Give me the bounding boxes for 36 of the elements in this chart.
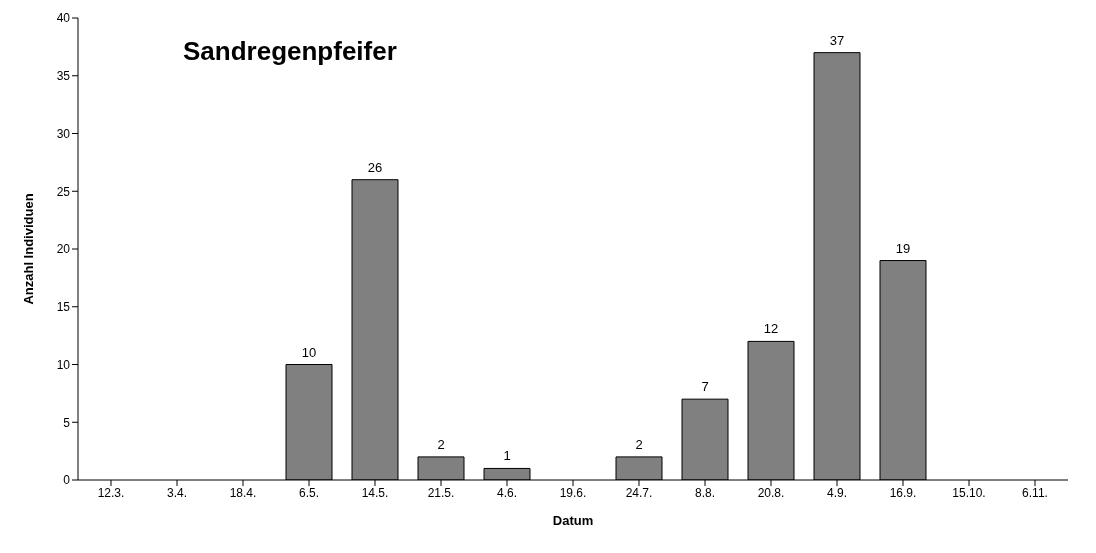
x-tick-label: 20.8. xyxy=(757,485,785,500)
y-tick-label: 20 xyxy=(56,242,71,257)
data-label: 7 xyxy=(701,379,709,395)
x-tick-label: 15.10. xyxy=(952,485,986,500)
y-tick-label: 40 xyxy=(56,11,71,26)
x-tick-label: 6.5. xyxy=(298,485,320,500)
y-tick-label: 30 xyxy=(56,126,71,141)
x-tick-label: 12.3. xyxy=(97,485,125,500)
data-label: 2 xyxy=(635,436,643,452)
x-tick-label: 18.4. xyxy=(229,485,257,500)
data-label: 2 xyxy=(437,436,445,452)
y-axis-title: Anzahl Individuen xyxy=(20,193,36,305)
y-tick-label: 10 xyxy=(56,357,71,372)
y-tick-label: 35 xyxy=(56,69,71,84)
x-tick-label: 6.11. xyxy=(1022,485,1048,500)
x-tick-label: 24.7. xyxy=(625,485,653,500)
data-label: 1 xyxy=(503,448,511,464)
y-tick-label: 25 xyxy=(56,184,71,199)
x-tick-label: 14.5. xyxy=(361,485,389,500)
data-label: 19 xyxy=(895,240,911,256)
x-tick-label: 16.9. xyxy=(889,485,917,500)
x-axis-title: Datum xyxy=(552,513,594,528)
data-label: 12 xyxy=(763,321,779,337)
y-tick-label: 0 xyxy=(63,473,71,488)
data-label: 10 xyxy=(301,344,317,360)
x-tick-label: 21.5. xyxy=(427,485,455,500)
x-tick-label: 19.6. xyxy=(559,485,587,500)
x-tick-label: 4.6. xyxy=(496,485,518,500)
data-label: 26 xyxy=(367,159,383,175)
text: Sandregenpfeifer xyxy=(183,36,397,67)
data-label: 37 xyxy=(829,32,845,48)
y-tick-label: 5 xyxy=(63,415,71,430)
x-tick-label: 4.9. xyxy=(826,485,848,500)
x-tick-label: 8.8. xyxy=(694,485,716,500)
x-tick-label: 3.4. xyxy=(166,485,188,500)
y-tick-label: 15 xyxy=(56,300,71,315)
